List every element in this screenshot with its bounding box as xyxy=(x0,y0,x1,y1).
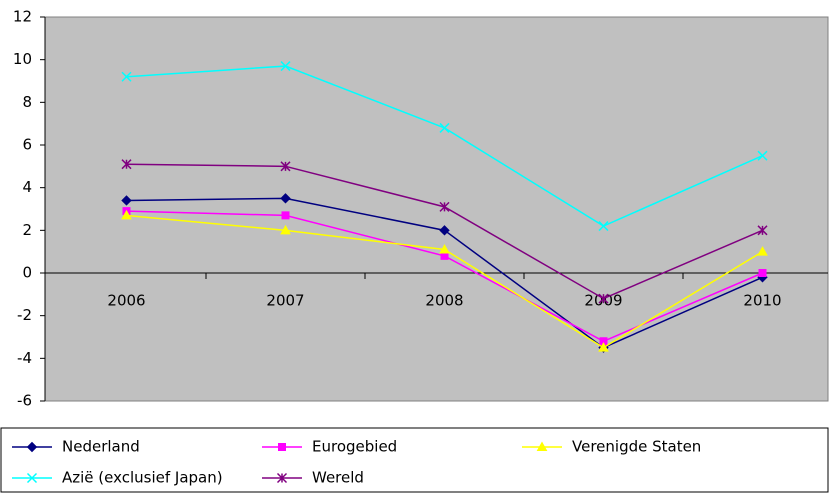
marker xyxy=(276,472,288,484)
marker xyxy=(280,193,291,204)
marker xyxy=(439,244,450,254)
marker xyxy=(26,441,38,453)
y-tick-label: 0 xyxy=(22,264,32,282)
plot-area xyxy=(44,16,829,402)
y-tick-label: -6 xyxy=(17,392,32,410)
marker xyxy=(280,61,291,72)
marker xyxy=(757,225,768,236)
marker xyxy=(758,269,767,277)
y-tick-label: 4 xyxy=(22,178,32,196)
x-tick-label: 2007 xyxy=(266,292,304,310)
marker xyxy=(121,71,132,82)
marker xyxy=(598,342,609,352)
marker xyxy=(536,441,548,451)
legend-label: Eurogebied xyxy=(312,438,397,456)
marker xyxy=(281,211,290,220)
y-tick-label: -2 xyxy=(17,306,32,324)
marker xyxy=(439,122,450,133)
legend-label: Wereld xyxy=(312,469,364,487)
x-tick-label: 2008 xyxy=(425,292,463,310)
marker xyxy=(439,225,450,236)
x-tick-label: 2010 xyxy=(743,292,781,310)
legend-label: Azië (exclusief Japan) xyxy=(62,469,223,487)
y-tick-label: 8 xyxy=(22,93,32,111)
y-tick-label: 12 xyxy=(13,8,32,26)
marker xyxy=(121,195,132,206)
marker xyxy=(439,201,450,212)
marker xyxy=(598,293,609,304)
y-tick-label: 10 xyxy=(13,50,32,68)
marker xyxy=(278,443,286,451)
marker xyxy=(598,221,609,232)
marker xyxy=(280,161,291,172)
y-tick-label: 2 xyxy=(22,221,32,239)
marker xyxy=(757,246,768,256)
marker xyxy=(280,224,291,235)
marker xyxy=(757,150,768,161)
legend-label: Nederland xyxy=(62,438,140,456)
legend-label: Verenigde Staten xyxy=(572,438,701,456)
x-tick-label: 2006 xyxy=(107,292,145,310)
y-tick-label: 6 xyxy=(22,136,32,154)
marker xyxy=(26,472,38,484)
marker xyxy=(121,209,132,220)
legend-box xyxy=(0,427,829,493)
y-tick-label: -4 xyxy=(17,349,32,367)
marker xyxy=(121,159,132,170)
